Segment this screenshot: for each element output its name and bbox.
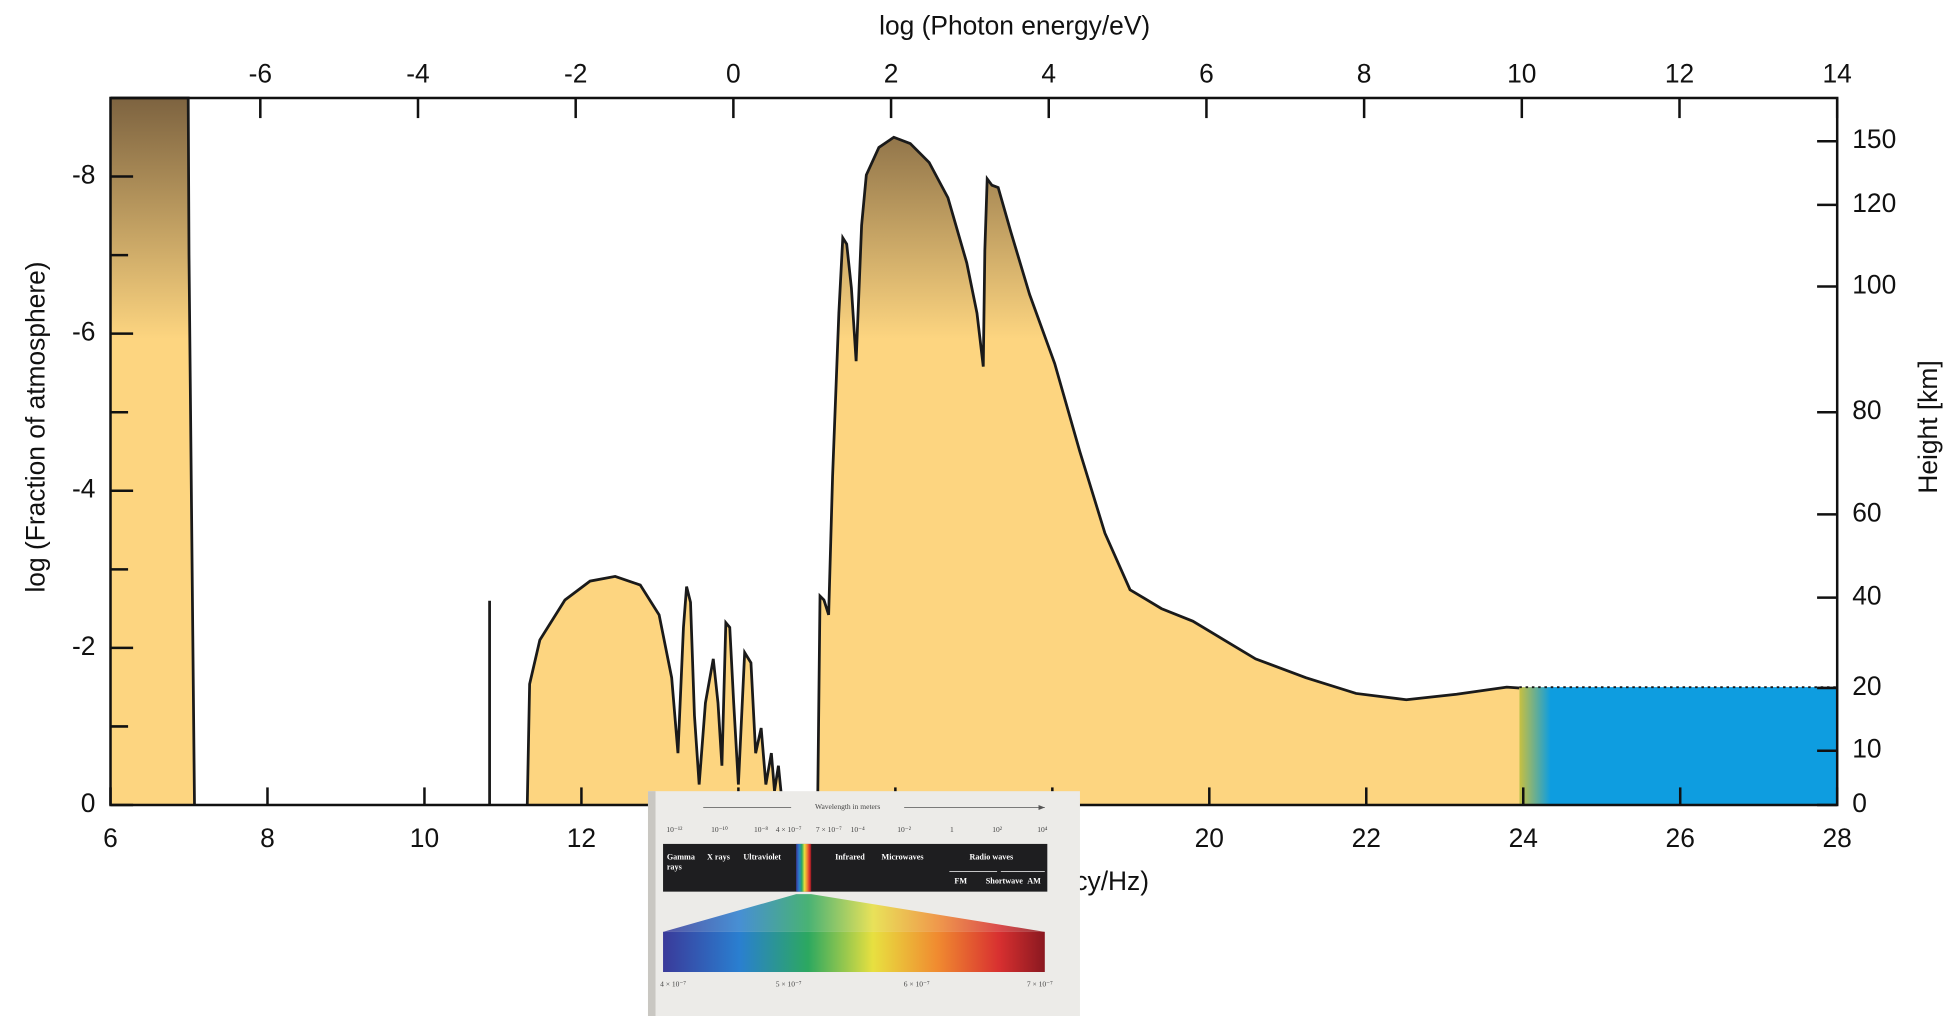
y2-tick-label: 20	[1852, 671, 1881, 701]
inset-scale-label: 10⁴	[1037, 825, 1048, 834]
inset-scale: 10⁻¹² 10⁻¹⁰ 10⁻⁸ 4 × 10⁻⁷ 7 × 10⁻⁷ 10⁻⁴ 10⁻² 1 1…	[666, 825, 1047, 834]
inset-visible-label: 5 × 10⁻⁷	[776, 979, 802, 988]
x-tick-label: 24	[1509, 823, 1538, 853]
inset-fan	[663, 894, 1045, 932]
inset-scale-label: 7 × 10⁻⁷	[816, 825, 842, 834]
x-tick-label: 8	[260, 823, 275, 853]
y2-tick-label: 120	[1852, 188, 1896, 218]
inset-scale-label: 1	[950, 825, 954, 834]
spectrum-inset: Wavelength in meters 10⁻¹² 10⁻¹⁰ 10⁻⁸ 4 × 1…	[647, 791, 1080, 1016]
x-tick-label: 20	[1195, 823, 1224, 853]
x-tick-label: 12	[567, 823, 596, 853]
y-tick-label: -2	[72, 631, 95, 661]
x2-tick-label: 2	[884, 58, 899, 88]
plot-area	[110, 96, 1838, 806]
inset-band-label: rays	[667, 863, 682, 872]
inset-band	[663, 843, 1048, 892]
x2-tick-label: 4	[1041, 58, 1056, 88]
y2-tick-label: 80	[1852, 395, 1881, 425]
area-outline	[110, 96, 1520, 806]
inset-scale-label: 10⁻¹²	[666, 825, 683, 834]
area	[110, 97, 1520, 805]
x-tick-label: 26	[1666, 823, 1695, 853]
x2-tick-label: -4	[406, 58, 429, 88]
inset-band-label: X rays	[707, 853, 730, 862]
y2-tick-label: 0	[1852, 788, 1867, 818]
inset-band-label: Microwaves	[882, 853, 924, 862]
inset-band-label: Ultraviolet	[743, 853, 781, 862]
inset-visible-label: 6 × 10⁻⁷	[904, 979, 930, 988]
inset-scale-label: 10⁻¹⁰	[711, 825, 728, 834]
area	[1519, 687, 1838, 805]
y2-tick-label: 150	[1852, 124, 1896, 154]
x-tick-label: 22	[1352, 823, 1381, 853]
inset-visible-strip	[796, 843, 812, 892]
x-tick-label: 28	[1823, 823, 1852, 853]
x2-axis-label: log (Photon energy/eV)	[879, 11, 1150, 41]
inset-spectrum	[663, 931, 1045, 973]
y-tick-label: -6	[72, 317, 95, 347]
inset-scale-label: 4 × 10⁻⁷	[776, 825, 802, 834]
x-tick-label: 6	[103, 823, 118, 853]
y-axis-label: log (Fraction of atmosphere)	[21, 261, 51, 592]
inset-band-label: Infrared	[835, 853, 865, 862]
x2-tick-label: 0	[726, 58, 741, 88]
inset-band-label: Radio waves	[969, 853, 1013, 862]
inset-visible-label: 7 × 10⁻⁷	[1027, 979, 1053, 988]
x2-tick-label: 6	[1199, 58, 1214, 88]
inset-edge	[647, 791, 656, 1016]
x2-tick-label: 8	[1357, 58, 1372, 88]
y2-axis-label: Height [km]	[1913, 360, 1943, 493]
x-tick-label: 10	[410, 823, 439, 853]
inset-radio-label: Shortwave	[986, 876, 1024, 885]
inset-radio-label: AM	[1027, 876, 1041, 885]
inset-scale-label: 10²	[992, 825, 1003, 834]
x2-tick-label: -2	[564, 58, 587, 88]
y2-tick-label: 10	[1852, 734, 1881, 764]
inset-title: Wavelength in meters	[815, 802, 880, 811]
x2-tick-label: 10	[1507, 58, 1536, 88]
inset-scale-label: 10⁻²	[897, 825, 911, 834]
y-tick-label: -8	[72, 160, 95, 190]
inset-radio-label: FM	[954, 876, 967, 885]
x2-tick-label: -6	[249, 58, 272, 88]
inset-arrowhead	[1038, 804, 1045, 811]
y2-tick-label: 40	[1852, 581, 1881, 611]
inset-scale-label: 10⁻⁴	[851, 825, 865, 834]
inset-scale-label: 10⁻⁸	[754, 825, 768, 834]
y2-tick-label: 60	[1852, 497, 1881, 527]
inset-visible-scale: 4 × 10⁻⁷ 5 × 10⁻⁷ 6 × 10⁻⁷ 7 × 10⁻⁷	[660, 979, 1053, 988]
inset-visible-label: 4 × 10⁻⁷	[660, 979, 686, 988]
y-tick-label: -4	[72, 474, 95, 504]
inset-band-label: Gamma	[667, 853, 695, 862]
x2-tick-label: 14	[1823, 58, 1852, 88]
x2-tick-label: 12	[1665, 58, 1694, 88]
y-tick-label: 0	[81, 788, 96, 818]
y2-tick-label: 100	[1852, 269, 1896, 299]
